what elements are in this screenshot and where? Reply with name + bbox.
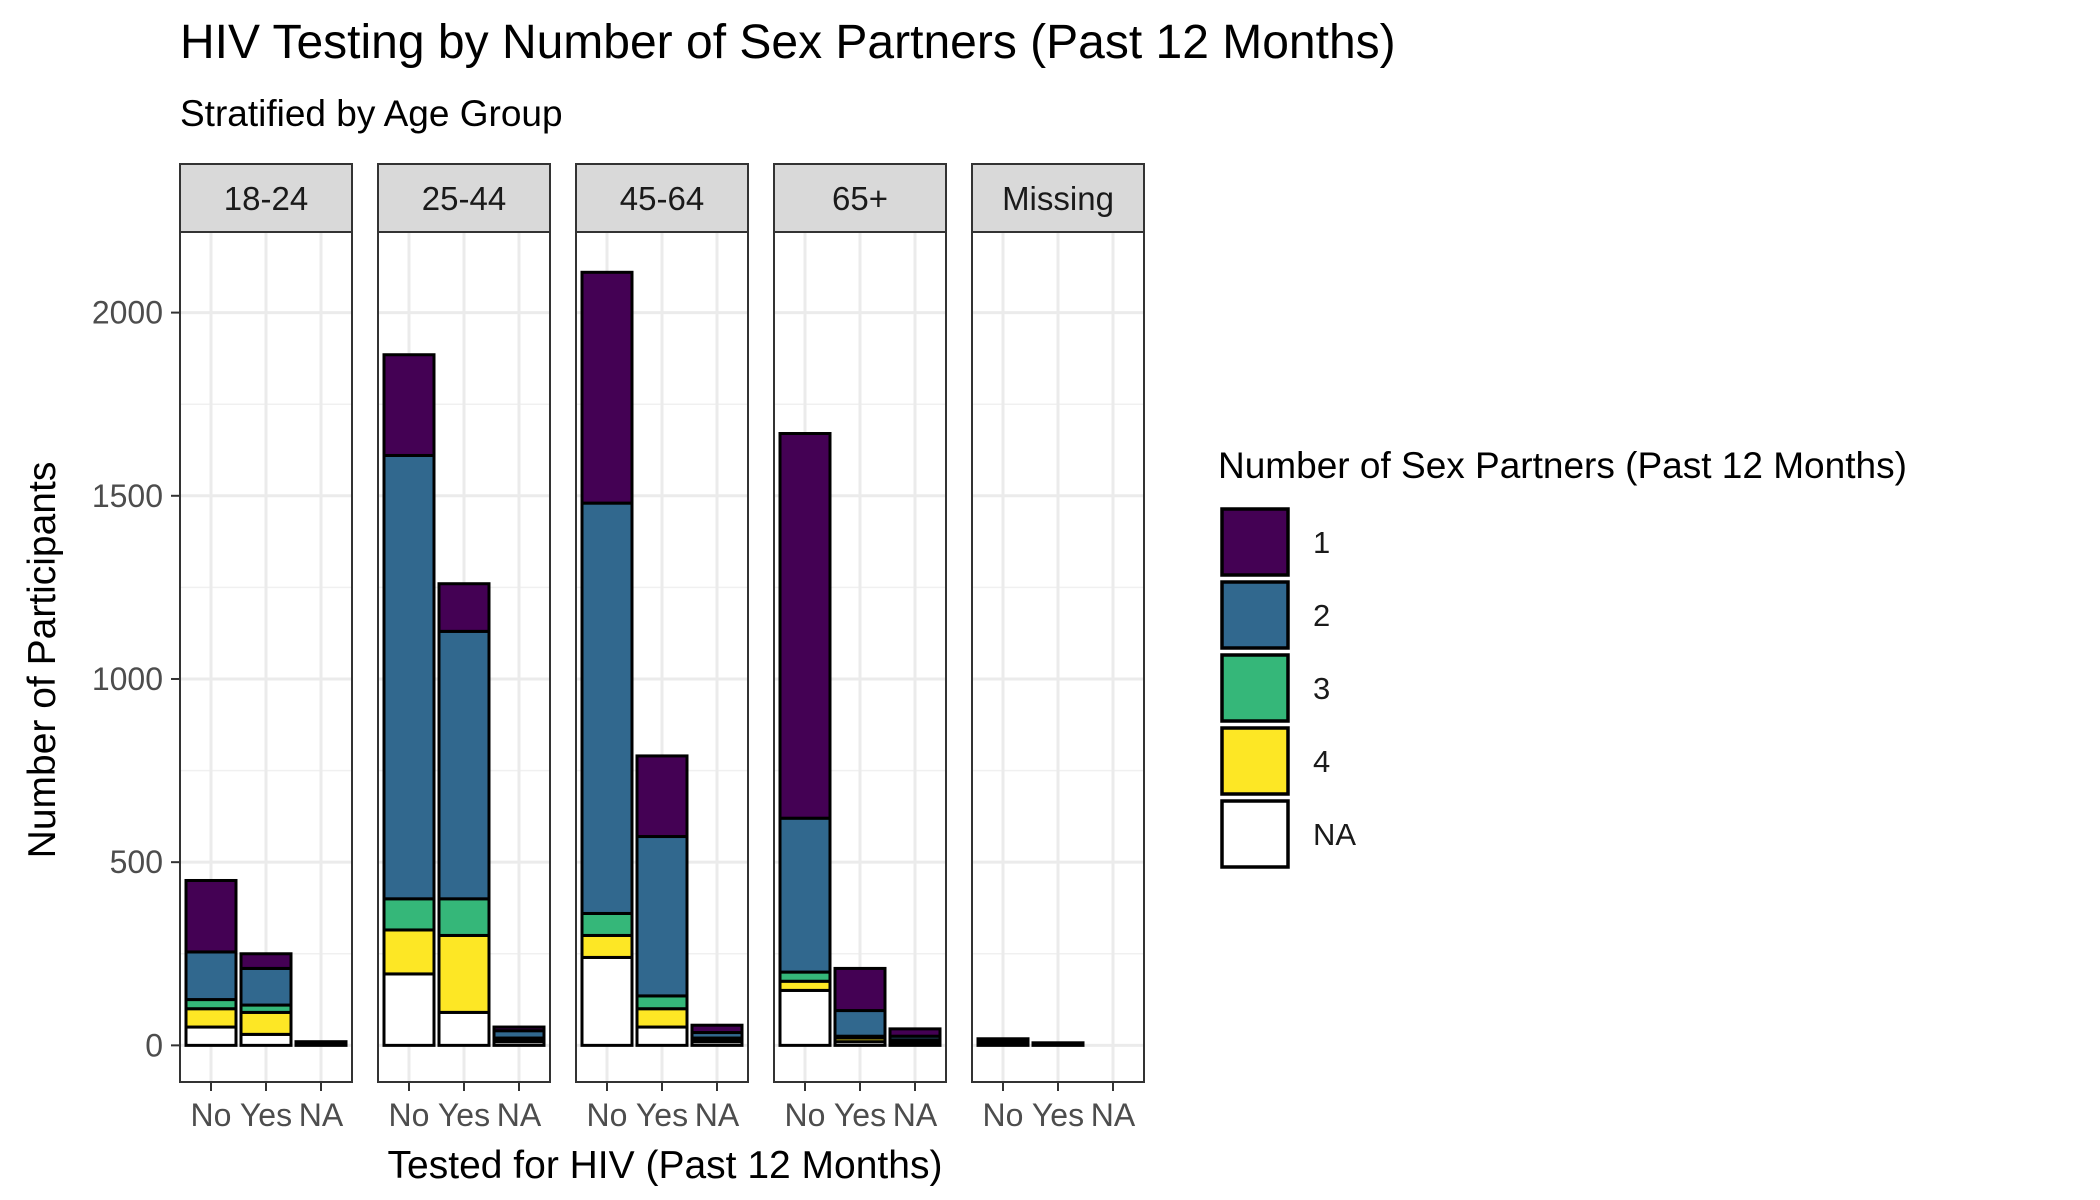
facet-panel: 45-64 No Yes NA [575,163,749,1133]
bar-segment [294,1040,348,1046]
facet-strip-label: 45-64 [620,180,704,217]
facet-panel: 18-24 No Yes NA [179,163,353,1133]
legend-key [1220,799,1290,869]
bar-segment [184,1007,238,1029]
chart-title: HIV Testing by Number of Sex Partners (P… [180,16,1396,69]
y-tick-label: 1000 [92,661,163,697]
y-axis: 0 500 1000 1500 2000 [92,295,180,1063]
legend-label: 2 [1313,598,1330,633]
x-tick-label: No [587,1097,628,1133]
y-axis-label: Number of Participants [21,462,64,859]
bar-segment [888,1027,942,1038]
legend-label: NA [1313,817,1356,852]
facet-strip [377,163,551,233]
facet-panel: 25-44 No Yes NA [377,163,551,1133]
bar-segment [239,1032,293,1047]
x-tick-label: NA [1091,1097,1136,1133]
legend-label: 1 [1313,525,1330,560]
legend-key [1220,507,1290,577]
bar-segment [580,933,634,959]
facet-strip-label: 25-44 [422,180,506,217]
bar-segment [184,878,238,954]
bar-segment [833,966,887,1013]
y-tick-label: 0 [145,1027,163,1063]
y-tick-label: 1500 [92,478,163,514]
x-tick-label: No [983,1097,1024,1133]
x-tick-label: Yes [1032,1097,1084,1133]
bar-segment [580,501,634,915]
legend-key [1220,580,1290,650]
bar-segment [635,754,689,839]
bar-segment [580,955,634,1047]
legend-label: 4 [1313,744,1330,779]
bar-segment [778,988,832,1047]
bar-segment [184,1025,238,1047]
bar-segment [778,816,832,974]
bar-segment [239,1010,293,1036]
x-axis-label: Tested for HIV (Past 12 Months) [388,1144,943,1187]
bar-segment [382,972,436,1047]
bar-segment [382,928,436,976]
legend-items: 1 2 3 4 NA [1220,507,1356,869]
bar-segment [437,933,491,1014]
bar-segment [833,1009,887,1038]
bar-segment [382,897,436,932]
bar-segment [437,582,491,633]
x-tick-label: NA [893,1097,938,1133]
bar-segment [778,432,832,820]
chart-subtitle: Stratified by Age Group [180,93,563,134]
y-tick-label: 2000 [92,295,163,331]
bar-segment [437,897,491,937]
x-tick-label: NA [695,1097,740,1133]
y-tick-label: 500 [110,844,163,880]
bar-segment [382,453,436,901]
x-tick-label: Yes [240,1097,292,1133]
bar-segment [492,1025,546,1033]
facet-panel: Missing No Yes NA [971,163,1145,1133]
bar-segment [437,1010,491,1047]
x-tick-label: No [785,1097,826,1133]
legend-key [1220,653,1290,723]
facet-strip [773,163,947,233]
bar-segment [184,950,238,1002]
bar-segment [635,835,689,998]
facet-strip-label: 65+ [832,180,888,217]
x-tick-label: No [389,1097,430,1133]
facet-strip-label: Missing [1002,180,1114,217]
bar-segment [976,1037,1030,1043]
bar-segment [437,629,491,901]
bar-segment [239,966,293,1007]
x-tick-label: Yes [834,1097,886,1133]
legend: Number of Sex Partners (Past 12 Months) … [1218,445,1907,869]
x-tick-label: NA [299,1097,344,1133]
x-tick-label: NA [497,1097,542,1133]
bar-segment [1031,1041,1085,1046]
legend-key [1220,726,1290,796]
facet-strip-label: 18-24 [224,180,308,217]
bar-segment [580,270,634,505]
x-tick-label: Yes [636,1097,688,1133]
facet-panel: 65+ No Yes NA [773,163,947,1133]
bar-segment [239,952,293,970]
x-tick-label: Yes [438,1097,490,1133]
legend-title: Number of Sex Partners (Past 12 Months) [1218,445,1907,486]
legend-label: 3 [1313,671,1330,706]
bar-segment [635,994,689,1011]
bar-segment [690,1023,744,1035]
bar-segment [382,353,436,457]
facet-strip [179,163,353,233]
bar-segment [635,1025,689,1047]
bar-segment [580,911,634,937]
x-tick-label: No [191,1097,232,1133]
bar-segment [635,1007,689,1029]
